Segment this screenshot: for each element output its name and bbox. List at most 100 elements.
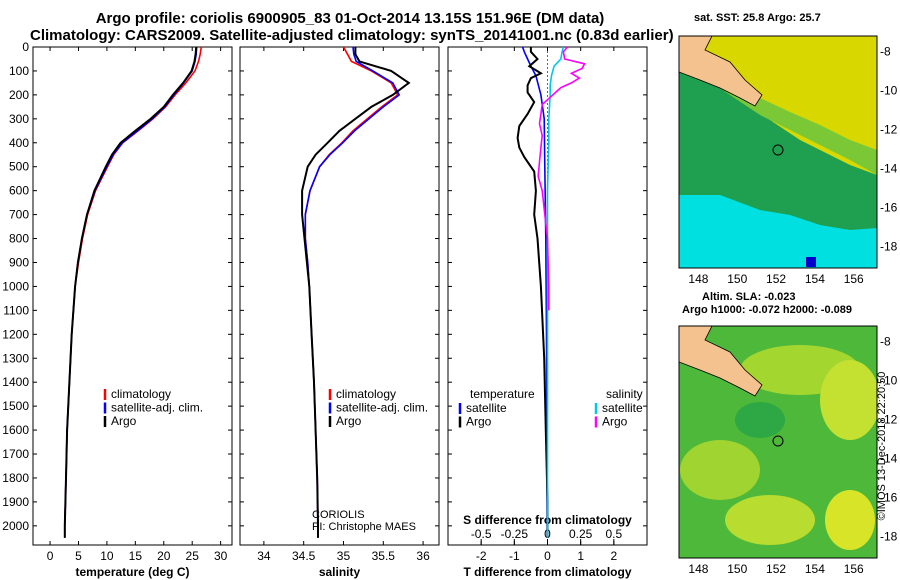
x-axis-label: temperature (deg C) (75, 565, 189, 579)
map-y-tick-label: -16 (880, 491, 898, 505)
x-tick-label: 36 (416, 549, 430, 563)
map-x-tick-label: 148 (688, 562, 708, 576)
legend-label: satellite-adj. clim. (336, 401, 428, 415)
x-tick-label: 0 (47, 549, 54, 563)
x-tick-label: 30 (214, 549, 228, 563)
map-x-tick-label: 156 (844, 272, 864, 286)
difference-panel: -2 -1 0 1 2 T difference from climatology -0.5… (447, 46, 648, 579)
map-y-tick-label: -14 (880, 162, 898, 176)
x-tick-label: 34.5 (292, 549, 316, 563)
y-tick-label: 1200 (2, 327, 29, 341)
x-tick-label: 34 (257, 549, 271, 563)
temperature-panel: 0 5 10 15 20 25 30 temperature (deg C) 0 100 200 30… (2, 40, 233, 579)
x-tick-label: 35 (337, 549, 351, 563)
legend-label: satellite-adj. clim. (111, 401, 203, 415)
chart-title-line1: Argo profile: coriolis 6900905_83 01-Oct… (95, 10, 605, 27)
x-tick-label: 15 (129, 549, 143, 563)
secondary-x-tick-label: -0.25 (501, 527, 529, 541)
map-y-tick-label: -18 (880, 240, 898, 254)
credit-pi: PI: Christophe MAES (312, 521, 416, 533)
y-tick-label: 600 (9, 184, 29, 198)
x-tick-label: 1 (577, 549, 584, 563)
map-axes-1: 148 150 152 154 156 -8 -10 -12 -14 -16 -18 (688, 335, 897, 576)
map-y-tick-label: -8 (880, 45, 891, 59)
plot-frame (32, 46, 233, 546)
map-x-tick-label: 152 (766, 272, 786, 286)
map-y-tick-label: -12 (880, 413, 898, 427)
y-tick-label: 200 (9, 88, 29, 102)
y-tick-label: 1500 (2, 399, 29, 413)
x-tick-label: -1 (509, 549, 520, 563)
x-tick-label: 35.5 (372, 549, 396, 563)
series-line-temperature-Argo (516, 47, 549, 538)
map-y-tick-label: -10 (880, 84, 898, 98)
map-x-tick-label: 150 (727, 562, 747, 576)
map-x-tick-label: 150 (727, 272, 747, 286)
x-axis-label: T difference from climatology (463, 565, 631, 579)
map-y-tick-label: -16 (880, 201, 898, 215)
y-tick-label: 400 (9, 136, 29, 150)
legend-label: Argo (466, 415, 492, 429)
map-x-tick-label: 152 (766, 562, 786, 576)
y-tick-label: 300 (9, 112, 29, 126)
map-axes-0: 148 150 152 154 156 -8 -10 -12 -14 -16 -18 (688, 45, 897, 286)
map-x-tick-label: 154 (805, 562, 825, 576)
y-tick-label: 1800 (2, 471, 29, 485)
sst-map-title: sat. SST: 25.8 Argo: 25.7 (694, 12, 821, 24)
map-y-tick-label: -10 (880, 374, 898, 388)
legend-label: satellite (602, 401, 643, 415)
chart-title-line2: Climatology: CARS2009. Satellite-adjuste… (30, 27, 674, 44)
copyright-text: ©IMOS 13-Dec-2018 22:20:50 (876, 371, 888, 521)
salinity-panel: 34 34.5 35 35.5 36 salinity climatologysatelli… (239, 46, 440, 579)
y-tick-label: 0 (22, 40, 29, 54)
y-tick-label: 100 (9, 64, 29, 78)
x-tick-label: 2 (610, 549, 617, 563)
series-line-salinity-satellite (546, 46, 565, 538)
map-y-tick-label: -12 (880, 123, 898, 137)
y-tick-label: 1700 (2, 447, 29, 461)
sla-map-subtitle: Argo h1000: -0.072 h2000: -0.089 (682, 304, 852, 316)
map-y-tick-label: -8 (880, 335, 891, 349)
credit-institution: CORIOLIS (312, 509, 365, 521)
x-tick-label: 5 (75, 549, 82, 563)
legend-label: climatology (111, 387, 171, 401)
secondary-x-tick-label: 0.5 (605, 527, 622, 541)
y-tick-label: 700 (9, 208, 29, 222)
series-line-temperature-satellite (521, 46, 549, 538)
y-tick-label: 800 (9, 232, 29, 246)
secondary-x-tick-label: -0.5 (471, 527, 492, 541)
x-tick-label: 20 (157, 549, 171, 563)
x-tick-label: 25 (186, 549, 200, 563)
map-x-tick-label: 154 (805, 272, 825, 286)
copyright-stamp: ©IMOS 13-Dec-2018 22:20:50 (872, 340, 892, 560)
map-y-tick-label: -18 (880, 530, 898, 544)
y-tick-label: 1400 (2, 375, 29, 389)
series-line-Argo (301, 47, 411, 538)
x-axis-label: salinity (319, 565, 361, 579)
y-tick-label: 1600 (2, 423, 29, 437)
secondary-x-tick-label: 0.25 (569, 527, 593, 541)
series-line-salinity-Argo (537, 46, 586, 311)
map-x-tick-label: 156 (844, 562, 864, 576)
x-tick-label: 0 (544, 549, 551, 563)
legend-label: satellite (466, 401, 507, 415)
plot-frame (239, 46, 440, 546)
legend-label: Argo (336, 414, 362, 428)
y-tick-label: 2000 (2, 519, 29, 533)
legend-label: climatology (336, 387, 396, 401)
series-line-climatology (64, 46, 203, 538)
x-tick-label: 10 (100, 549, 114, 563)
y-tick-label: 1100 (3, 303, 29, 317)
y-tick-label: 1300 (2, 351, 29, 365)
legend-label: Argo (111, 414, 137, 428)
y-tick-label: 1000 (2, 279, 29, 293)
legend-group-title: temperature (470, 387, 535, 401)
y-tick-label: 1900 (2, 495, 29, 509)
y-tick-label: 500 (9, 160, 29, 174)
x-tick-label: -2 (476, 549, 487, 563)
y-tick-label: 900 (9, 255, 29, 269)
series-line-satellite-adj.-clim. (64, 46, 198, 538)
map-y-tick-label: -14 (880, 452, 898, 466)
map-x-tick-label: 148 (688, 272, 708, 286)
